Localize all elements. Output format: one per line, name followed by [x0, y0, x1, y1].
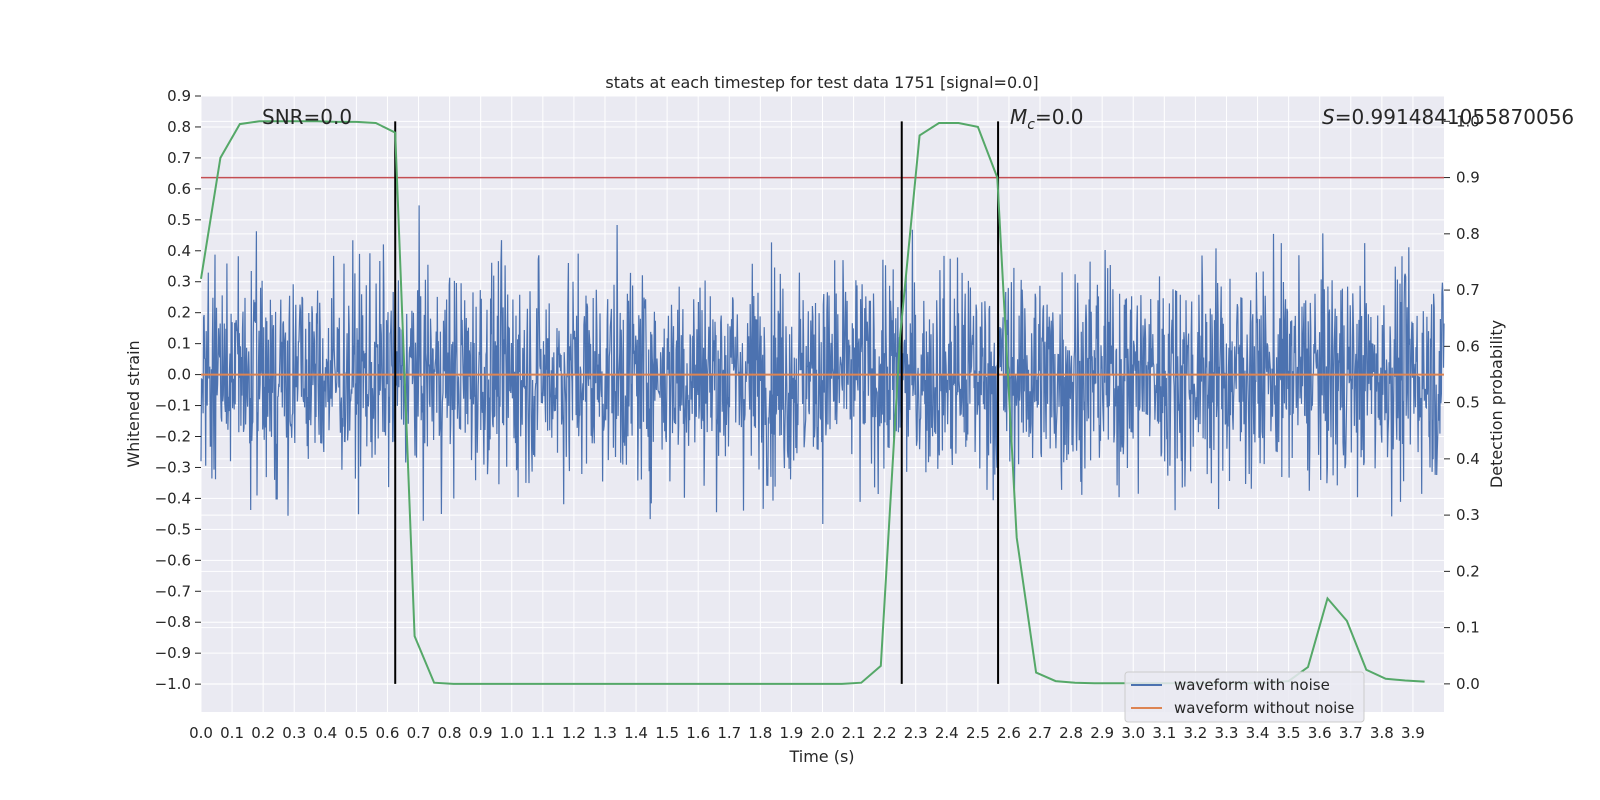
x-tick-label: 2.6 [997, 724, 1021, 742]
x-tick-label: 3.6 [1308, 724, 1332, 742]
y-tick-label: 0.2 [167, 304, 191, 322]
y-tick-label: −0.3 [155, 458, 191, 476]
y2-axis-label: Detection probability [1487, 320, 1506, 488]
x-tick-label: 1.0 [500, 724, 524, 742]
annotation-chirp-mass-symbol: M [1010, 105, 1027, 129]
y-tick-label: −0.1 [155, 397, 191, 415]
x-tick-label: 2.1 [842, 724, 866, 742]
x-tick-label: 0.1 [220, 724, 244, 742]
y-tick-label: −1.0 [155, 675, 191, 693]
x-tick-label: 0.9 [469, 724, 493, 742]
y2-tick-label: 0.0 [1456, 675, 1480, 693]
x-tick-label: 1.7 [717, 724, 741, 742]
x-tick-label: 1.8 [748, 724, 772, 742]
y-tick-label: 0.0 [167, 366, 191, 384]
y-tick-label: 0.6 [167, 180, 191, 198]
x-tick-label: 3.4 [1246, 724, 1270, 742]
x-tick-label: 3.8 [1370, 724, 1394, 742]
y2-tick-label: 0.9 [1456, 169, 1480, 187]
annotation-snr: SNR=0.0 [262, 105, 352, 129]
y-axis-label: Whitened strain [124, 340, 143, 467]
x-tick-label: 2.5 [966, 724, 990, 742]
noise-trace [200, 205, 1445, 525]
annotation-score-symbol: S [1322, 105, 1335, 129]
y-tick-label: −0.6 [155, 551, 191, 569]
x-tick-label: 1.1 [531, 724, 555, 742]
x-tick-label: 2.3 [904, 724, 928, 742]
y2-tick-label: 0.8 [1456, 225, 1480, 243]
x-tick-label: 3.0 [1121, 724, 1145, 742]
annotation-chirp-mass-value: =0.0 [1035, 105, 1084, 129]
x-tick-label: 3.3 [1215, 724, 1239, 742]
y-tick-label: 0.4 [167, 242, 191, 260]
y-tick-label: 0.1 [167, 335, 191, 353]
y-tick-label: 0.7 [167, 149, 191, 167]
y-tick-label: −0.2 [155, 428, 191, 446]
annotation-chirp-mass: Mc=0.0 [1010, 105, 1084, 133]
annotation-chirp-mass-subscript: c [1027, 117, 1035, 133]
legend-label-clean: waveform without noise [1174, 699, 1354, 717]
y2-tick-label: 0.7 [1456, 281, 1480, 299]
legend-label-noise: waveform with noise [1174, 676, 1330, 694]
y-tick-label: −0.9 [155, 644, 191, 662]
x-axis-ticks: 0.0 0.1 0.2 0.3 0.4 0.5 0.6 0.7 0.8 0.9 1.0 1.1 1.2 1… [189, 724, 1425, 742]
x-tick-label: 3.2 [1183, 724, 1207, 742]
y2-tick-label: 1.0 [1456, 112, 1480, 130]
y-tick-label: 0.5 [167, 211, 191, 229]
y2-tick-label: 0.4 [1456, 450, 1480, 468]
legend: waveform with noise waveform without noi… [1124, 671, 1365, 723]
x-tick-label: 0.4 [313, 724, 337, 742]
x-tick-label: 2.2 [873, 724, 897, 742]
y2-axis-ticks: 1.0 0.9 0.8 0.7 0.6 0.5 0.4 0.3 0.2 0.1 0.0 [1444, 112, 1480, 693]
y2-tick-label: 0.3 [1456, 506, 1480, 524]
x-tick-label: 0.5 [344, 724, 368, 742]
x-tick-label: 3.7 [1339, 724, 1363, 742]
x-tick-label: 1.6 [686, 724, 710, 742]
x-tick-label: 3.9 [1401, 724, 1425, 742]
y2-tick-label: 0.5 [1456, 394, 1480, 412]
chart-title: stats at each timestep for test data 175… [605, 73, 1038, 92]
y2-tick-label: 0.6 [1456, 337, 1480, 355]
y2-tick-label: 0.1 [1456, 619, 1480, 637]
y-tick-label: −0.5 [155, 520, 191, 538]
x-tick-label: 2.7 [1028, 724, 1052, 742]
x-tick-label: 0.6 [376, 724, 400, 742]
y-tick-label: 0.9 [167, 87, 191, 105]
annotation-score-value: =0.9914841055870056 [1335, 105, 1574, 129]
x-tick-label: 1.3 [593, 724, 617, 742]
x-axis-label: Time (s) [788, 747, 854, 766]
y2-tick-label: 0.2 [1456, 562, 1480, 580]
y-axis-ticks: 0.9 0.8 0.7 0.6 0.5 0.4 0.3 0.2 0.1 0.0 −0.1 −0.2 −0… [155, 87, 201, 693]
y-tick-label: −0.8 [155, 613, 191, 631]
x-tick-label: 1.2 [562, 724, 586, 742]
x-tick-label: 0.0 [189, 724, 213, 742]
x-tick-label: 0.2 [251, 724, 275, 742]
x-tick-label: 2.8 [1059, 724, 1083, 742]
detection-boundaries [394, 121, 1000, 684]
y-tick-label: −0.4 [155, 489, 191, 507]
annotation-score: S=0.9914841055870056 [1322, 105, 1574, 129]
x-tick-label: 1.5 [655, 724, 679, 742]
y-tick-label: 0.8 [167, 118, 191, 136]
legend-box [1124, 671, 1365, 723]
x-tick-label: 3.1 [1152, 724, 1176, 742]
x-tick-label: 2.4 [935, 724, 959, 742]
y-tick-label: −0.7 [155, 582, 191, 600]
y-tick-label: 0.3 [167, 273, 191, 291]
x-tick-label: 1.9 [779, 724, 803, 742]
x-tick-label: 3.5 [1277, 724, 1301, 742]
x-tick-label: 2.0 [811, 724, 835, 742]
x-tick-label: 0.7 [407, 724, 431, 742]
x-tick-label: 2.9 [1090, 724, 1114, 742]
x-tick-label: 0.3 [282, 724, 306, 742]
series-waveform-with-noise [200, 205, 1445, 525]
x-tick-label: 0.8 [438, 724, 462, 742]
x-tick-label: 1.4 [624, 724, 648, 742]
